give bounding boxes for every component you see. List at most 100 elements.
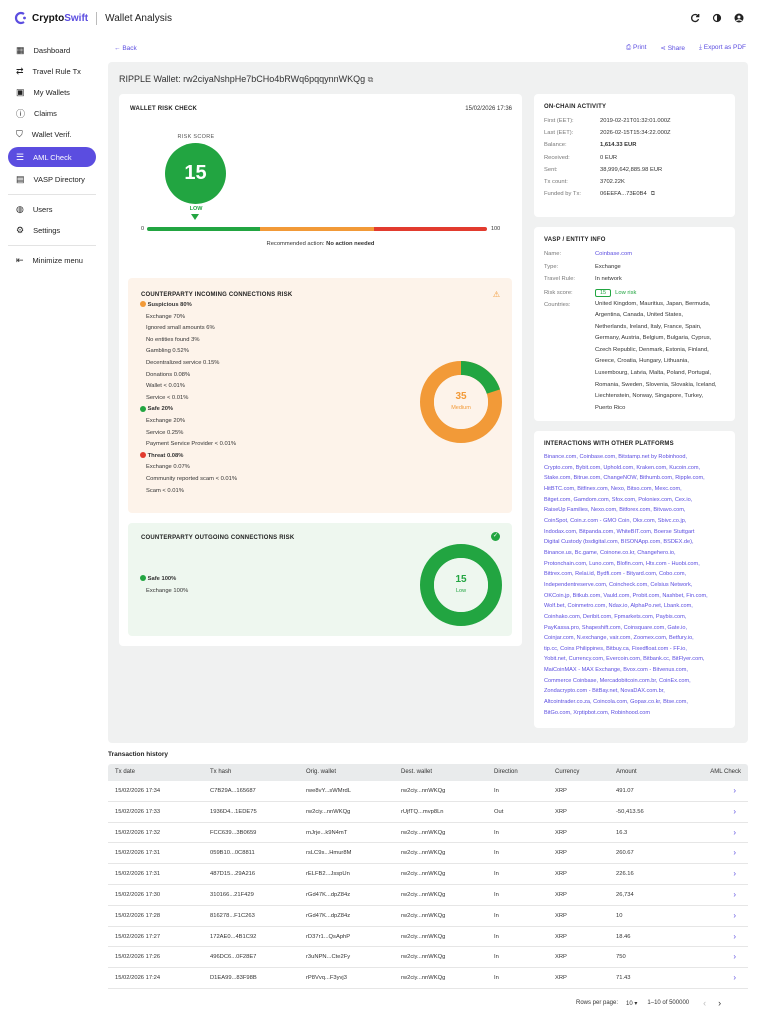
chevron-right-icon[interactable]: › — [733, 848, 736, 858]
chevron-right-icon[interactable]: › — [733, 806, 736, 816]
table-row[interactable]: 15/02/2026 17:30 310166...21F429 rGd47K...… — [108, 885, 748, 906]
chevron-right-icon[interactable]: › — [733, 869, 736, 879]
cell-amount: 226.16 — [616, 871, 634, 878]
table-row[interactable]: 15/02/2026 17:33 1936D4...1EDE75 rw2ciy...… — [108, 802, 748, 823]
funded-by-tx[interactable]: 06EEFA...73E0B4 — [600, 191, 647, 198]
alert-circle-icon: ⓘ — [16, 109, 26, 119]
cell-currency: XRP — [555, 829, 567, 836]
col-amount[interactable]: Amount — [616, 769, 637, 775]
platform-line[interactable]: Binance.us, Bc.game, Coinone.co.kr, Chan… — [544, 549, 676, 556]
rows-per-page-select[interactable]: 10 ▾ — [626, 1000, 637, 1007]
col-currency[interactable]: Currency — [555, 769, 580, 775]
table-row[interactable]: 15/02/2026 17:31 487D15...29A216 rELFB2...… — [108, 864, 748, 885]
table-row[interactable]: 15/02/2026 17:34 C7B29A...165687 rwe8vY...… — [108, 781, 748, 802]
platform-line[interactable]: Independentreserve.com, Coincheck.com, C… — [544, 581, 693, 588]
safe-row: Safe 100% — [140, 574, 188, 586]
platform-line[interactable]: Indodax.com, Bitpanda.com, WhiteBIT.com,… — [544, 528, 695, 535]
share-button[interactable]: ⋖ Share — [660, 44, 685, 52]
onchain-row: Tx count: 3702.22K — [544, 179, 725, 185]
table-row[interactable]: 15/02/2026 17:24 D1EA99...83F98B rP8Vvq...… — [108, 968, 748, 989]
platform-line[interactable]: Digital Custody (bsdigital.com, BISONApp… — [544, 539, 694, 546]
col-tx-hash[interactable]: Tx hash — [210, 769, 232, 775]
sidebar-item-travel-rule[interactable]: ⇄ Travel Rule Tx — [0, 61, 104, 82]
table-row[interactable]: 15/02/2026 17:27 172AE0...4B1C92 rD37r1...… — [108, 927, 748, 948]
cryptoswift-logo-icon — [14, 11, 26, 25]
breakdown-line: Donations 0.08% — [146, 371, 191, 378]
scale-min: 0 — [141, 226, 145, 232]
logo[interactable]: CryptoSwift — [14, 11, 88, 25]
chevron-right-icon[interactable]: › — [733, 827, 736, 837]
platform-line[interactable]: Coinjar.com, N.exchange, vair.com, Zoome… — [544, 635, 694, 642]
platform-line[interactable]: MaiCoinMAX - MAX Exchange, Bvox.com - Bi… — [544, 667, 688, 674]
back-button[interactable]: ← Back — [114, 45, 137, 52]
platform-line[interactable]: Stake.com, Bitrue.com, ChangeNOW, Bithum… — [544, 475, 705, 482]
row-key: Last (EET): — [544, 130, 574, 137]
table-row[interactable]: 15/02/2026 17:28 816278...F1C263 rGd47K...… — [108, 906, 748, 927]
chevron-right-icon[interactable]: › — [733, 931, 736, 941]
copy-icon[interactable]: ⧉ — [367, 75, 374, 84]
platform-line[interactable]: tip.cc, Coins Philippines, Bitbuy.ca, Fi… — [544, 645, 687, 652]
account-icon[interactable] — [734, 13, 744, 23]
platform-line[interactable]: Binance.com, Coinbase.com, Bitstamp.net … — [544, 454, 688, 460]
countries-line: Germany, Austria, Belgium, Bulgaria, Cyp… — [595, 335, 712, 342]
col-tx-date[interactable]: Tx date — [115, 769, 136, 775]
vasp-name-link[interactable]: Coinbase.com — [595, 251, 633, 257]
sidebar-item-users[interactable]: ◍ Users — [0, 199, 104, 220]
platform-line[interactable]: BitGo.com, Xrptipbot.com, Robinhood.com — [544, 709, 651, 716]
cell-direction: In — [494, 892, 499, 898]
col-direction[interactable]: Direction — [494, 769, 518, 775]
platform-line[interactable]: Commerce Coinbase, Mercadobitcoin.com.br… — [544, 677, 691, 684]
chevron-right-icon[interactable]: › — [733, 952, 736, 962]
platform-line[interactable]: Protonchain.com, Luno.com, Blofin.com, H… — [544, 560, 700, 567]
platform-line[interactable]: OKCoin.jp, Bitkub.com, Vauld.com, Probit… — [544, 592, 708, 599]
sidebar-item-claims[interactable]: ⓘ Claims — [0, 103, 104, 124]
table-row[interactable]: 15/02/2026 17:32 FCC639...3B0659 rnJrje...… — [108, 823, 748, 844]
next-page-button[interactable]: › — [718, 998, 722, 1008]
onchain-row: Balance: 1,614.33 EUR — [544, 142, 725, 148]
sidebar-item-settings[interactable]: ⚙ Settings — [0, 220, 104, 241]
chevron-right-icon[interactable]: › — [733, 890, 736, 899]
chevron-right-icon[interactable]: › — [733, 973, 736, 983]
risk-level-text: Low risk — [615, 289, 637, 296]
print-button[interactable]: ⎙ Print — [626, 44, 646, 52]
col-aml-check[interactable]: AML Check — [710, 769, 741, 775]
platform-line[interactable]: Wolf.bet, Coinmetro.com, Ndax.io, AlphaP… — [544, 603, 693, 610]
cell-direction: In — [494, 871, 499, 878]
sidebar-item-vasp-directory[interactable]: ▤ VASP Directory — [0, 169, 104, 190]
col-orig-wallet[interactable]: Orig. wallet — [306, 769, 337, 775]
sidebar-item-label: Travel Rule Tx — [32, 67, 81, 76]
platform-line[interactable]: Altcointrader.co.za, Coincola.com, Gopax… — [544, 699, 688, 706]
row-key: Travel Rule: — [544, 276, 576, 282]
cell-currency: XRP — [555, 892, 567, 898]
chevron-right-icon[interactable]: › — [733, 786, 736, 795]
refresh-icon[interactable] — [690, 13, 700, 23]
platform-line[interactable]: PayKassa.pro, Shapeshift.com, Coinsquare… — [544, 624, 688, 631]
chevron-right-icon[interactable]: › — [733, 910, 736, 920]
cell-direction: In — [494, 933, 499, 940]
platform-line[interactable]: Yobit.net, Currency.com, Evercoin.com, B… — [544, 656, 705, 663]
minimize-menu-button[interactable]: ⇤ Minimize menu — [0, 250, 104, 271]
platform-line[interactable]: RaiseUp Families, Nexo.com, Bitforex.com… — [544, 507, 686, 514]
sidebar-item-aml-check[interactable]: ☰ AML Check — [8, 147, 96, 167]
platform-line[interactable]: HitBTC.com, Bitfinex.com, Nexo, Bitso.co… — [544, 485, 682, 492]
sidebar-item-wallet-verif[interactable]: ⛉ Wallet Verif. — [0, 124, 104, 145]
platform-line[interactable]: Bitget.com, Gamdom.com, Sfox.com, Poloni… — [544, 496, 693, 503]
sidebar-item-my-wallets[interactable]: ▣ My Wallets — [0, 82, 104, 103]
prev-page-button[interactable]: ‹ — [703, 998, 707, 1008]
export-pdf-button[interactable]: ⤓ Export as PDF — [699, 44, 746, 52]
platform-line[interactable]: Coinhako.com, Deribit.com, Fpmarkets.com… — [544, 613, 687, 620]
platform-line[interactable]: Zondacrypto.com - BitBay.net, NovaDAX.co… — [544, 688, 665, 695]
col-dest-wallet[interactable]: Dest. wallet — [401, 769, 433, 775]
threat-dot-icon — [140, 452, 146, 459]
incoming-donut — [420, 361, 502, 443]
platform-line[interactable]: Crypto.com, Bybit.com, Uphold.com, Krake… — [544, 464, 701, 471]
platform-line[interactable]: CoinSpot, Coin.z.com - GMO Coin, Okx.com… — [544, 517, 687, 524]
theme-toggle-icon[interactable] — [712, 13, 722, 23]
platform-line[interactable]: Bittrex.com, Relai.id, Bydfi.com - Bitya… — [544, 571, 687, 578]
page-actions: ← Back ⎙ Print ⋖ Share ⤓ Export as PDF — [114, 42, 746, 54]
sidebar-item-dashboard[interactable]: ▦ Dashboard — [0, 40, 104, 61]
copy-icon[interactable]: ⧉ — [650, 191, 655, 198]
suspicious-label: Suspicious 80% — [147, 302, 192, 308]
table-row[interactable]: 15/02/2026 17:31 059B10...0C8811 rsLC9s...… — [108, 843, 748, 865]
table-row[interactable]: 15/02/2026 17:26 496DC6...0F28E7 r3uNPN...… — [108, 947, 748, 969]
